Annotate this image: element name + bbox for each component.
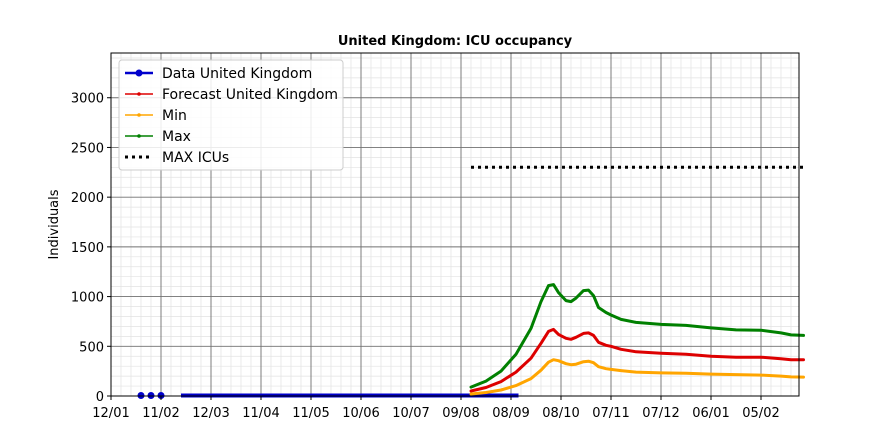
series-line-forecast-united-kingdom bbox=[469, 327, 805, 393]
x-tick-label: 08/09 bbox=[492, 406, 529, 421]
x-tick-label: 11/05 bbox=[292, 406, 329, 421]
legend-box bbox=[118, 59, 344, 171]
x-tick-label: 05/02 bbox=[742, 406, 779, 421]
legend-marker-min bbox=[137, 113, 141, 117]
y-tick-label: 2000 bbox=[71, 191, 104, 206]
chart-title: United Kingdom: ICU occupancy bbox=[338, 34, 573, 49]
legend-label-min: Min bbox=[162, 108, 187, 124]
y-tick-label: 1500 bbox=[71, 241, 104, 256]
y-tick-label: 2500 bbox=[71, 141, 104, 156]
x-tick-label: 12/03 bbox=[192, 406, 229, 421]
x-axis-ticks: 12/01 11/02 12/03 11/04 11/05 10/06 10/07 09/08… bbox=[92, 396, 780, 421]
plot-frame bbox=[110, 52, 800, 397]
x-tick-label: 10/07 bbox=[392, 406, 429, 421]
x-tick-label: 09/08 bbox=[442, 406, 479, 421]
series-layer bbox=[137, 165, 805, 400]
legend-label-max: Max bbox=[162, 129, 191, 145]
y-tick-label: 3000 bbox=[71, 92, 104, 107]
legend: Data United Kingdom Forecast United Kingd… bbox=[118, 59, 344, 171]
legend-label-data-united-kingdom: Data United Kingdom bbox=[162, 66, 312, 82]
y-tick-label: 1000 bbox=[71, 291, 104, 306]
x-tick-label: 10/06 bbox=[342, 406, 379, 421]
legend-marker-max bbox=[137, 134, 141, 138]
y-tick-label: 0 bbox=[96, 390, 104, 405]
legend-label-forecast-united-kingdom: Forecast United Kingdom bbox=[162, 87, 338, 103]
x-tick-label: 11/02 bbox=[142, 406, 179, 421]
series-line-max bbox=[469, 283, 805, 389]
y-tick-label: 500 bbox=[79, 340, 104, 355]
x-tick-label: 08/10 bbox=[542, 406, 579, 421]
x-tick-label: 12/01 bbox=[92, 406, 129, 421]
x-tick-label: 06/01 bbox=[692, 406, 729, 421]
x-tick-label: 07/12 bbox=[642, 406, 679, 421]
y-axis-ticks: 0 500 1000 1500 2000 2500 3000 bbox=[71, 92, 111, 405]
minor-grid bbox=[111, 53, 799, 396]
legend-marker-data-united-kingdom bbox=[135, 69, 143, 77]
legend-label-max-icus: MAX ICUs bbox=[162, 150, 229, 166]
x-tick-label: 11/04 bbox=[242, 406, 279, 421]
x-tick-label: 07/11 bbox=[592, 406, 629, 421]
legend-marker-forecast-united-kingdom bbox=[137, 92, 141, 96]
series-line-min bbox=[469, 358, 805, 396]
y-axis-label: Individuals bbox=[47, 189, 62, 259]
